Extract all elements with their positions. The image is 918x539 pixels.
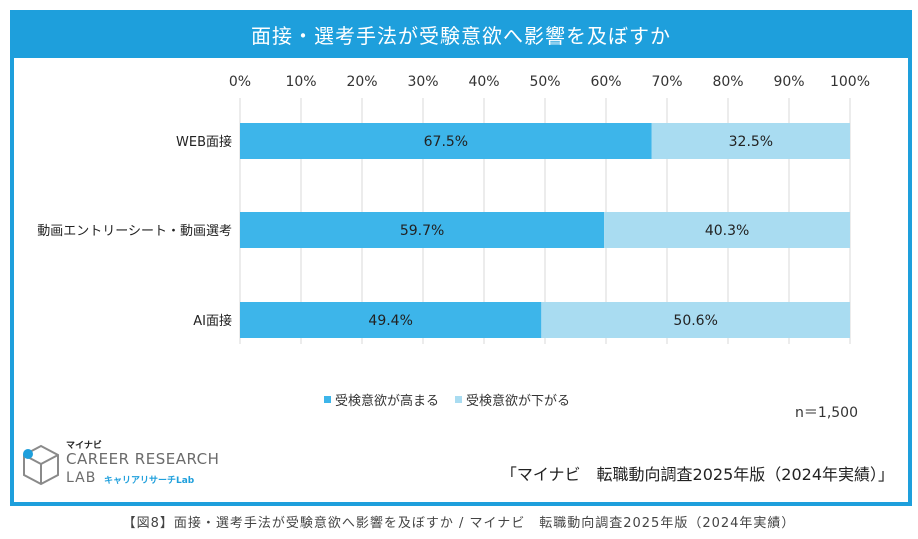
sample-size-note: n＝1,500	[795, 405, 858, 421]
category-label: AI面接	[193, 313, 232, 329]
bar-segment	[240, 212, 605, 248]
logo-brand-top: マイナビ	[66, 441, 102, 451]
bar-segment	[651, 123, 850, 159]
chart-frame: 面接・選考手法が受験意欲へ影響を及ぼすか 0% 10% 20% 30% 40% 50% 60…	[10, 10, 912, 506]
bar-data-label: 59.7%	[400, 223, 444, 239]
legend-item-high: 受検意欲が高まる	[324, 390, 439, 409]
logo-brand-kana: キャリアリサーチLab	[104, 476, 195, 486]
x-tick-label: 80%	[712, 74, 743, 90]
logo-brand-main: CAREER RESEARCH	[66, 450, 220, 468]
career-research-lab-logo: マイナビ CAREER RESEARCH LAB キャリアリサーチLab	[20, 438, 220, 492]
logo-brand-lab: LAB	[66, 470, 97, 486]
category-label: WEB面接	[176, 134, 232, 150]
legend-swatch-low	[455, 396, 463, 403]
stacked-bar-chart: 0% 10% 20% 30% 40% 50% 60% 70% 80% 90% 100% 67.5% 32…	[37, 74, 870, 344]
x-tick-label: 10%	[285, 74, 316, 90]
x-tick-label: 70%	[651, 74, 682, 90]
legend-label-low: 受検意欲が下がる	[466, 394, 571, 409]
bar-data-label: 32.5%	[729, 134, 773, 150]
bar-data-label: 67.5%	[424, 134, 468, 150]
x-tick-label: 100%	[830, 74, 870, 90]
chart-title: 面接・選考手法が受験意欲へ影響を及ぼすか	[14, 14, 908, 58]
legend-label-high: 受検意欲が高まる	[335, 394, 440, 409]
x-tick-label: 90%	[773, 74, 804, 90]
bar-data-label: 49.4%	[368, 313, 412, 329]
bar-segment	[541, 302, 850, 338]
x-tick-label: 0%	[229, 74, 251, 90]
figure-caption: 【図8】面接・選考手法が受験意欲へ影響を及ぼすか / マイナビ 転職動向調査20…	[122, 516, 796, 531]
legend-swatch-high	[324, 396, 331, 403]
bar-segment	[240, 123, 652, 159]
legend-item-low: 受検意欲が下がる	[455, 390, 570, 409]
bar-segment	[604, 212, 850, 248]
x-tick-label: 40%	[468, 74, 499, 90]
cube-logo-icon	[23, 444, 59, 486]
bar-segment	[240, 302, 542, 338]
category-label: 動画エントリーシート・動画選考	[37, 224, 232, 239]
bar-data-label: 40.3%	[705, 223, 749, 239]
x-tick-label: 20%	[346, 74, 377, 90]
legend: 受検意欲が高まる 受検意欲が下がる	[324, 390, 570, 409]
x-tick-label: 30%	[407, 74, 438, 90]
x-tick-label: 50%	[529, 74, 560, 90]
bar-data-label: 50.6%	[673, 313, 717, 329]
source-citation: 「マイナビ 転職動向調査2025年版（2024年実績）」	[500, 465, 894, 484]
x-tick-label: 60%	[590, 74, 621, 90]
